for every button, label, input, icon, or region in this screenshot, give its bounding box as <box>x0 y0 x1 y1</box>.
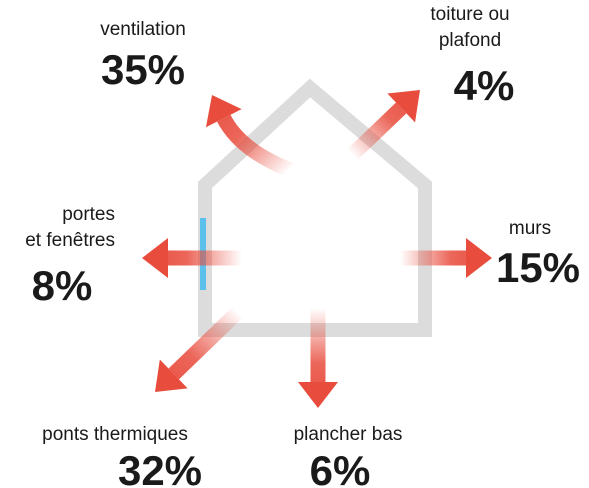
arrow-head <box>142 238 168 278</box>
value: 8% <box>32 262 93 309</box>
value: 6% <box>310 447 371 488</box>
arrow-shaft <box>346 102 407 161</box>
label: murs <box>509 218 551 239</box>
value: 4% <box>454 62 515 109</box>
arrow-head <box>155 359 188 392</box>
arrow <box>205 95 293 177</box>
arrow-head <box>298 382 338 408</box>
arrow-head <box>466 238 492 278</box>
label: portes <box>62 204 115 225</box>
arrow <box>155 306 244 392</box>
arrow-shaft <box>217 114 293 177</box>
label: et fenêtres <box>25 230 115 251</box>
arrow-head <box>205 95 242 128</box>
arrow-head <box>387 90 420 123</box>
value: 32% <box>118 447 202 488</box>
arrow <box>400 238 492 278</box>
label: ponts thermiques <box>42 424 188 445</box>
value: 15% <box>496 244 580 291</box>
label: toiture ou <box>430 4 509 25</box>
arrow <box>346 90 420 161</box>
arrow <box>142 238 242 278</box>
label: plafond <box>439 30 501 51</box>
arrow <box>298 308 338 408</box>
arrow-shaft <box>168 306 244 380</box>
label: ventilation <box>100 19 186 40</box>
value: 35% <box>101 46 185 93</box>
label: plancher bas <box>294 424 403 445</box>
